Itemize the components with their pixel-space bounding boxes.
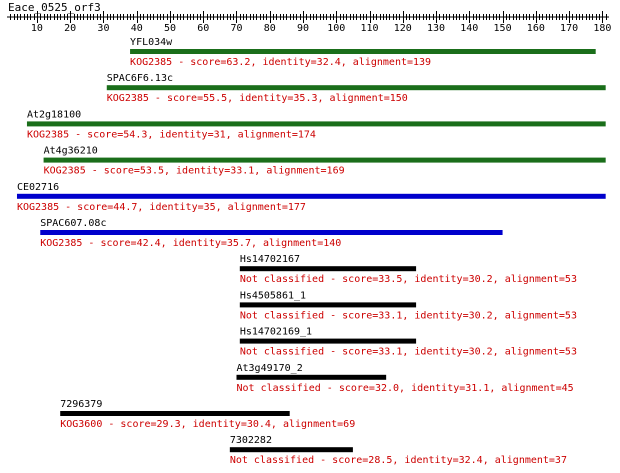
hit-row: SPAC607.08c KOG2385 - score=42.4, identit… xyxy=(40,218,503,249)
hit-row: Hs14702167 Not classified - score=33.5, i… xyxy=(239,254,577,285)
hit-bar xyxy=(130,49,596,54)
hit-row: CE02716 KOG2385 - score=44.7, identity=35… xyxy=(16,182,606,213)
hit-description: KOG2385 - score=44.7, identity=35, align… xyxy=(17,202,306,213)
hit-description: Not classified - score=33.1, identity=30… xyxy=(240,310,577,321)
hit-name: 7302282 xyxy=(230,435,272,446)
hit-description: Not classified - score=33.1, identity=30… xyxy=(240,347,577,358)
hit-name: Hs4505861_1 xyxy=(240,290,306,301)
hit-description: KOG2385 - score=42.4, identity=35.7, ali… xyxy=(40,238,341,249)
hit-row: At2g18100 KOG2385 - score=54.3, identity=… xyxy=(26,109,606,140)
tick-label: 180 xyxy=(593,23,611,34)
hit-description: Not classified - score=33.5, identity=30… xyxy=(240,274,577,285)
hit-bar xyxy=(43,157,606,163)
hit-description: KOG2385 - score=55.5, identity=35.3, ali… xyxy=(107,93,408,104)
tick-label: 50 xyxy=(164,23,176,34)
tick-label: 120 xyxy=(394,23,412,34)
tick-label: 80 xyxy=(264,23,276,34)
hit-row: Hs14702169_1 Not classified - score=33.1,… xyxy=(239,327,577,358)
hit-name: SPAC6F6.13c xyxy=(107,73,173,84)
hit-row: At3g49170_2 Not classified - score=32.0, … xyxy=(236,363,574,394)
tick-label: 170 xyxy=(560,23,578,34)
tick-label: 100 xyxy=(327,23,345,34)
tick-label: 140 xyxy=(460,23,478,34)
hit-bar xyxy=(40,230,503,235)
hit-bar xyxy=(229,447,353,453)
hit-row: SPAC6F6.13c KOG2385 - score=55.5, identit… xyxy=(106,73,606,104)
hit-description: KOG3600 - score=29.3, identity=30.4, ali… xyxy=(60,419,355,430)
tick-label: 110 xyxy=(360,23,378,34)
tick-label: 130 xyxy=(427,23,445,34)
sequence-title: Eace_0525_orf3 xyxy=(8,1,101,14)
hit-description: KOG2385 - score=53.5, identity=33.1, ali… xyxy=(44,166,345,177)
hit-bar xyxy=(16,193,606,199)
tick-label: 40 xyxy=(131,23,143,34)
hit-bar xyxy=(239,338,417,344)
hit-name: SPAC607.08c xyxy=(40,218,106,229)
tick-label: 60 xyxy=(197,23,209,34)
hit-bar xyxy=(239,266,417,272)
hit-row: 7302282 Not classified - score=28.5, iden… xyxy=(229,435,567,466)
hit-name: Hs14702167 xyxy=(240,254,300,265)
tick-label: 20 xyxy=(64,23,76,34)
hit-bar xyxy=(236,374,387,380)
hit-name: YFL034w xyxy=(130,37,173,48)
hit-description: Not classified - score=28.5, identity=32… xyxy=(230,455,567,466)
hit-row: At4g36210 KOG2385 - score=53.5, identity=… xyxy=(43,146,606,177)
tick-label: 30 xyxy=(97,23,109,34)
hit-name: 7296379 xyxy=(60,399,102,410)
tick-label: 10 xyxy=(31,23,43,34)
hit-name: At2g18100 xyxy=(27,109,81,120)
position-axis: 10 20 30 40 50 60 70 80 90 100 110 120 130 140 150 160 1… xyxy=(7,11,611,34)
hit-tracks: YFL034w KOG2385 - score=63.2, identity=32… xyxy=(16,37,606,466)
tick-label: 70 xyxy=(230,23,242,34)
hit-bar xyxy=(239,302,417,308)
hit-name: At4g36210 xyxy=(44,146,98,157)
tick-label: 150 xyxy=(494,23,512,34)
hit-description: KOG2385 - score=54.3, identity=31, align… xyxy=(27,129,316,140)
hit-name: CE02716 xyxy=(17,182,59,193)
hit-row: 7296379 KOG3600 - score=29.3, identity=30… xyxy=(60,399,355,430)
hit-name: Hs14702169_1 xyxy=(240,327,312,338)
hit-name: At3g49170_2 xyxy=(236,363,302,374)
hit-bar xyxy=(106,85,606,91)
hit-bar xyxy=(60,411,290,416)
tick-label: 90 xyxy=(297,23,309,34)
hit-description: KOG2385 - score=63.2, identity=32.4, ali… xyxy=(130,57,431,68)
hit-description: Not classified - score=32.0, identity=31… xyxy=(236,383,573,394)
tick-label: 160 xyxy=(527,23,545,34)
hit-row: Hs4505861_1 Not classified - score=33.1, … xyxy=(239,290,577,321)
hit-bar xyxy=(26,121,606,127)
hit-row: YFL034w KOG2385 - score=63.2, identity=32… xyxy=(130,37,596,68)
